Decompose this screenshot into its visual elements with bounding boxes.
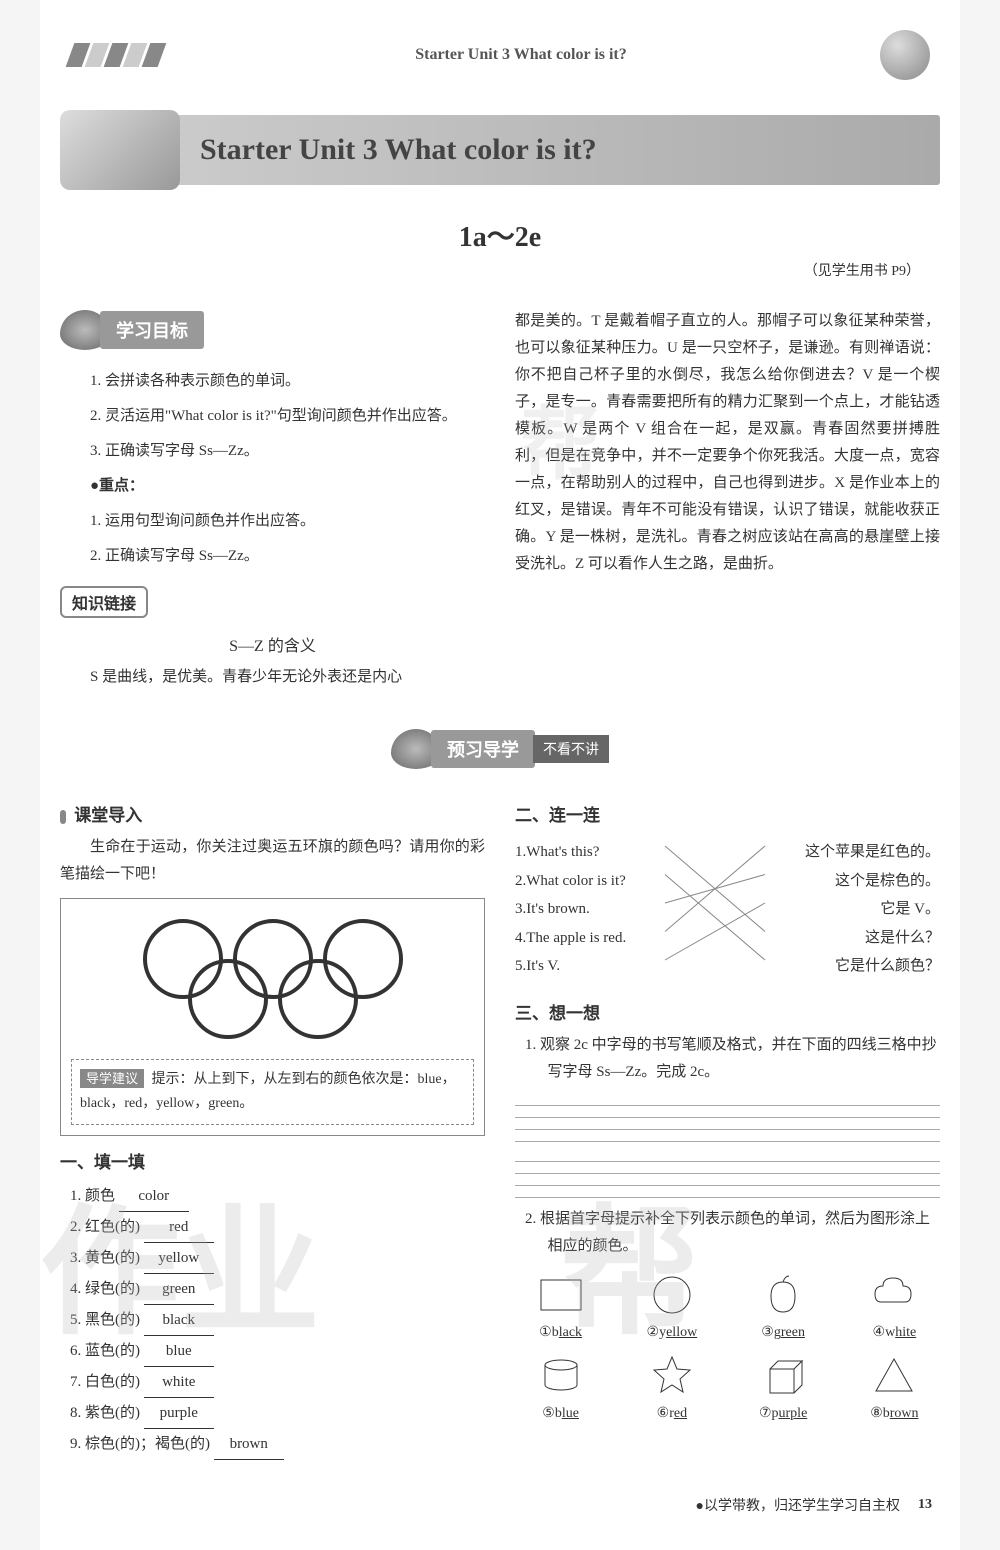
shape-cell: ⑧brown (849, 1351, 940, 1422)
main-two-column: 学习目标 1. 会拼读各种表示颜色的单词。 2. 灵活运用"What color… (60, 300, 940, 699)
fill-list: 1. 颜色 color2. 红色(的) red3. 黄色(的) yellow4.… (70, 1181, 485, 1460)
think-item-1: 1. 观察 2c 中字母的书写笔顺及格式，并在下面的四线三格中抄写字母 Ss—Z… (525, 1032, 940, 1086)
mascot-icon (880, 30, 930, 80)
hint-box: 导学建议 提示：从上到下，从左到右的颜色依次是：blue，black，red，y… (71, 1059, 474, 1125)
goal-item: 2. 灵活运用"What color is it?"句型询问颜色并作出应答。 (60, 403, 485, 430)
footer-slogan: ●以学带教，归还学生学习自主权 (696, 1495, 900, 1515)
match-box: 1.What's this?这个苹果是红色的。2.What color is i… (515, 832, 940, 987)
shape-cell: ⑤blue (515, 1351, 606, 1422)
page-container: Starter Unit 3 What color is it? Starter… (40, 0, 960, 1550)
page-reference: （见学生用书 P9） (60, 260, 940, 280)
preview-left-col: 课堂导入 生命在于运动，你关注过奥运五环旗的颜色吗？请用你的彩笔描绘一下吧！ 导… (60, 789, 485, 1460)
preview-suffix: 不看不讲 (533, 735, 609, 763)
preview-label: 预习导学 (431, 730, 535, 768)
classroom-label-text: 课堂导入 (74, 806, 142, 825)
match-heading: 二、连一连 (515, 801, 940, 826)
unit-banner: Starter Unit 3 What color is it? (60, 110, 940, 190)
goal-item: 3. 正确读写字母 Ss—Zz。 (60, 438, 485, 465)
fill-item: 7. 白色(的) white (70, 1367, 485, 1398)
match-row: 4.The apple is red.这是什么？ (515, 924, 940, 953)
goal-item: 1. 会拼读各种表示颜色的单词。 (60, 368, 485, 395)
left-column: 学习目标 1. 会拼读各种表示颜色的单词。 2. 灵活运用"What color… (60, 300, 485, 699)
shape-cell: ①black (515, 1270, 606, 1341)
classroom-heading: 课堂导入 (60, 801, 485, 826)
match-row: 3.It's brown.它是 V。 (515, 895, 940, 924)
page-header-title: Starter Unit 3 What color is it? (162, 46, 880, 64)
goals-label-text: 学习目标 (100, 311, 204, 349)
fill-item: 4. 绿色(的) green (70, 1274, 485, 1305)
stripes-decoration (70, 43, 162, 67)
match-row: 1.What's this?这个苹果是红色的。 (515, 838, 940, 867)
shape-cell: ③green (738, 1270, 829, 1341)
shape-cell: ②yellow (626, 1270, 717, 1341)
page-number: 13 (910, 1490, 940, 1520)
classroom-text: 生命在于运动，你关注过奥运五环旗的颜色吗？请用你的彩笔描绘一下吧！ (60, 834, 485, 888)
bullet-icon (60, 810, 66, 824)
match-row: 2.What color is it?这个是棕色的。 (515, 867, 940, 896)
section-range: 1a～2e (60, 215, 940, 255)
top-bar: Starter Unit 3 What color is it? (60, 30, 940, 80)
fill-item: 1. 颜色 color (70, 1181, 485, 1212)
knowledge-para2: 都是美的。T 是戴着帽子直立的人。那帽子可以象征某种荣誉，也可以象征某种压力。U… (515, 308, 940, 578)
shape-cell: ⑦purple (738, 1351, 829, 1422)
shape-cell: ⑥red (626, 1351, 717, 1422)
think-box: 1. 观察 2c 中字母的书写笔顺及格式，并在下面的四线三格中抄写字母 Ss—Z… (515, 1032, 940, 1422)
think-item-2: 2. 根据首字母提示补全下列表示颜色的单词，然后为图形涂上相应的颜色。 (525, 1206, 940, 1260)
focus-label: ●重点： (60, 473, 485, 500)
olympic-box: 导学建议 提示：从上到下，从左到右的颜色依次是：blue，black，red，y… (60, 898, 485, 1136)
knowledge-subtitle: S—Z 的含义 (60, 632, 485, 656)
preview-right-col: 二、连一连 1.What's this?这个苹果是红色的。2.What colo… (515, 789, 940, 1460)
fill-item: 8. 紫色(的) purple (70, 1398, 485, 1429)
match-row: 5.It's V.它是什么颜色？ (515, 952, 940, 981)
shape-row: ⑤blue ⑥red ⑦purple ⑧brown (515, 1351, 940, 1422)
fill-item: 9. 棕色(的)；褐色(的) brown (70, 1429, 485, 1460)
globe-icon (60, 110, 180, 190)
fill-item: 5. 黑色(的) black (70, 1305, 485, 1336)
preview-two-column: 课堂导入 生命在于运动，你关注过奥运五环旗的颜色吗？请用你的彩笔描绘一下吧！ 导… (60, 789, 940, 1460)
think-heading: 三、想一想 (515, 999, 940, 1024)
olympic-rings-icon (123, 909, 423, 1049)
focus-item: 2. 正确读写字母 Ss—Zz。 (60, 543, 485, 570)
fill-item: 6. 蓝色(的) blue (70, 1336, 485, 1367)
unit-title: Starter Unit 3 What color is it? (140, 115, 940, 185)
preview-banner: 预习导学 不看不讲 (60, 729, 940, 769)
shape-cell: ④white (849, 1270, 940, 1341)
four-line-grid (515, 1094, 940, 1198)
fill-item: 3. 黄色(的) yellow (70, 1243, 485, 1274)
fill-heading: 一、填一填 (60, 1148, 485, 1173)
focus-item: 1. 运用句型询问颜色并作出应答。 (60, 508, 485, 535)
knowledge-link-label: 知识链接 (60, 586, 148, 618)
fill-item: 2. 红色(的) red (70, 1212, 485, 1243)
footer: ●以学带教，归还学生学习自主权 13 (60, 1490, 940, 1520)
shape-row: ①black ②yellow ③green ④white (515, 1270, 940, 1341)
knowledge-para1: S 是曲线，是优美。青春少年无论外表还是内心 (60, 664, 485, 691)
goals-label: 学习目标 (60, 310, 204, 350)
hint-label: 导学建议 (80, 1069, 144, 1088)
right-column: 都是美的。T 是戴着帽子直立的人。那帽子可以象征某种荣誉，也可以象征某种压力。U… (515, 300, 940, 699)
